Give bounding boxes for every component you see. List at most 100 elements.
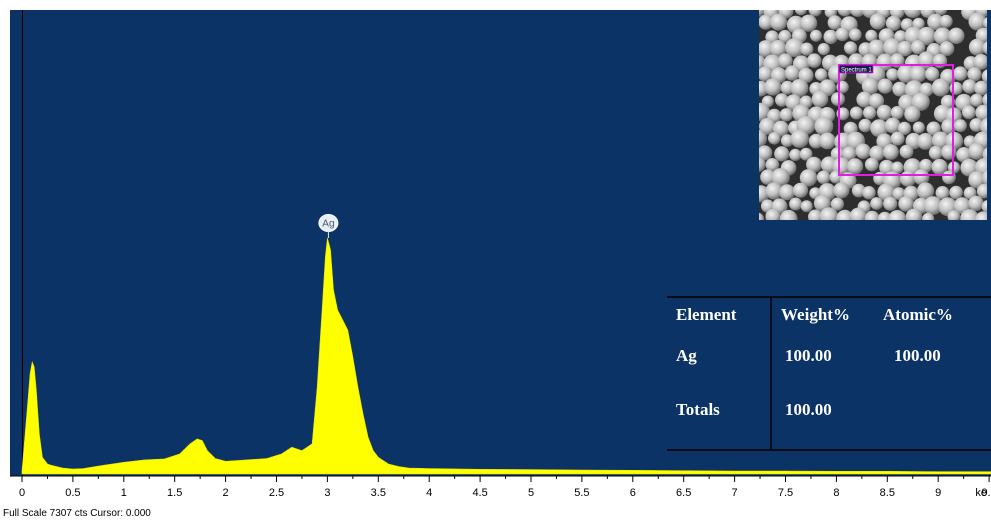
sem-particle <box>883 144 899 160</box>
sem-particle <box>842 146 857 161</box>
sem-particle <box>931 131 950 150</box>
sem-particle <box>904 105 921 123</box>
sem-particle <box>939 41 955 56</box>
sem-particle <box>949 185 963 200</box>
sem-particle <box>954 119 967 133</box>
x-tick-label: 5.5 <box>574 487 589 499</box>
x-tick-label: 1 <box>121 487 127 499</box>
sem-particle <box>862 186 876 200</box>
table-header-weight: Weight% <box>781 305 850 324</box>
sem-particle <box>807 53 822 68</box>
sem-particle <box>789 148 802 161</box>
sem-particle <box>932 53 948 69</box>
sem-particle <box>968 142 986 160</box>
sem-particle <box>923 196 943 216</box>
table-cell-weight: 100.00 <box>785 346 832 365</box>
sem-particle <box>981 169 987 187</box>
sem-particle <box>939 14 953 28</box>
sem-particle <box>847 158 864 175</box>
sem-particle <box>808 209 823 220</box>
sem-particle <box>917 133 934 150</box>
sem-particle <box>851 183 866 198</box>
sem-particle <box>827 15 843 30</box>
peak-labels: Ag <box>318 214 339 238</box>
sem-particle <box>864 157 879 172</box>
sem-particle <box>962 79 977 94</box>
x-tick-label: 5 <box>528 487 534 499</box>
sem-particle <box>849 28 862 41</box>
sem-particle <box>806 156 822 173</box>
sem-particle <box>814 116 834 136</box>
table-cell-atomic: 100.00 <box>894 346 941 365</box>
sem-particle <box>891 161 904 174</box>
x-tick-label: 7 <box>732 487 738 499</box>
sem-particle <box>869 13 886 30</box>
sem-particle <box>868 93 885 109</box>
x-tick-label: 3.5 <box>371 487 386 499</box>
sem-particle <box>949 81 963 95</box>
sem-particle <box>765 208 781 220</box>
sem-particle <box>790 79 809 97</box>
sem-particle <box>911 92 930 111</box>
sem-particle <box>870 119 889 138</box>
sem-particle <box>811 90 829 108</box>
sem-particle <box>808 10 822 17</box>
sem-particle <box>910 40 926 55</box>
sem-particle <box>967 67 982 82</box>
sem-particle <box>759 145 773 161</box>
sem-particle <box>792 182 809 198</box>
sem-particle <box>903 10 922 18</box>
sem-particle <box>785 38 805 58</box>
results-table: Element Weight% Atomic% Ag 100.00 100.00… <box>667 296 991 451</box>
sem-particle <box>779 209 798 220</box>
sem-particle <box>897 40 913 57</box>
sem-particle <box>759 156 766 173</box>
sem-particle <box>773 120 789 137</box>
sem-particle <box>759 66 773 82</box>
x-tick-label: 6 <box>630 487 636 499</box>
sem-particle <box>760 169 776 185</box>
sem-particle <box>771 168 790 187</box>
sem-particle <box>927 13 944 31</box>
x-tick-label: 7.5 <box>778 487 793 499</box>
sem-particle <box>789 197 803 211</box>
sem-particle <box>819 207 839 220</box>
sem-particle <box>759 129 767 148</box>
sem-particle <box>917 26 936 46</box>
status-footer: Full Scale 7307 cts Cursor: 0.000 <box>3 508 151 519</box>
sem-particle <box>865 29 878 42</box>
sem-particle <box>974 80 987 96</box>
sem-particle <box>905 132 922 150</box>
x-tick-label: 2.5 <box>269 487 284 499</box>
sem-particle <box>948 27 965 44</box>
sem-particle <box>836 209 854 220</box>
sem-particle <box>768 132 781 145</box>
table-cell-weight: 100.00 <box>785 400 832 419</box>
sem-particle <box>849 10 866 17</box>
peak-label-text: Ag <box>322 219 334 230</box>
sem-particle <box>981 200 987 213</box>
x-axis-ticks: 0 0.5 1 1.5 2 2.5 3 3.5 4 4.5 5 5.5 6 6.5 7 7.5 8 8.5 9 9.5 <box>19 476 991 499</box>
sem-particle <box>790 129 809 148</box>
table-cell-element: Ag <box>676 346 697 365</box>
sem-particle <box>922 212 935 220</box>
sem-particle <box>849 207 867 220</box>
sem-particle <box>777 53 793 69</box>
x-tick-label: 2 <box>223 487 229 499</box>
sem-particle <box>759 117 776 135</box>
sem-particle <box>855 143 871 159</box>
sem-particle <box>912 121 925 134</box>
sem-particle <box>905 208 923 220</box>
sem-particle <box>982 17 987 29</box>
x-tick-label: 4.5 <box>472 487 487 499</box>
sem-particle <box>968 195 984 211</box>
x-axis-unit-label: ke <box>975 487 987 499</box>
sem-particle <box>888 210 907 220</box>
sem-particle <box>926 121 941 136</box>
sem-particle <box>973 54 987 70</box>
sem-particle <box>765 182 783 200</box>
sem-particle <box>970 93 984 107</box>
spectrum-selection-box <box>838 64 954 176</box>
sem-particle <box>919 158 933 173</box>
sem-particle <box>892 187 906 201</box>
